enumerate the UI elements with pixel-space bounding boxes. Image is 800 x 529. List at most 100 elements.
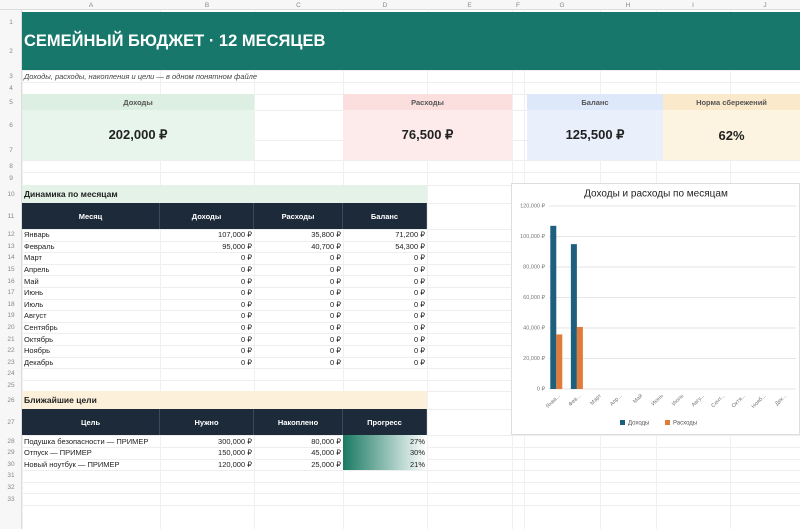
table-cell[interactable]: 300,000 ₽ (218, 436, 252, 446)
table-cell[interactable]: 0 ₽ (329, 357, 341, 367)
row-number[interactable]: 25 (7, 382, 15, 390)
table-cell[interactable]: 80,000 ₽ (311, 436, 341, 446)
table-cell[interactable]: 25,000 ₽ (311, 459, 341, 469)
row-number[interactable]: 14 (7, 254, 15, 262)
row-number[interactable]: 10 (7, 190, 15, 198)
table-cell[interactable]: 0 ₽ (240, 334, 252, 344)
table-cell[interactable]: 0 ₽ (240, 276, 252, 286)
row-number[interactable]: 23 (7, 358, 15, 366)
table-cell[interactable]: 0 ₽ (240, 265, 252, 275)
table-cell[interactable]: 0 ₽ (240, 323, 252, 333)
row-number[interactable]: 24 (7, 370, 15, 378)
table-cell[interactable]: 0 ₽ (413, 334, 425, 344)
row-number[interactable]: 5 (9, 98, 13, 106)
table-cell[interactable]: 0 ₽ (413, 311, 425, 321)
row-number[interactable]: 9 (9, 175, 13, 182)
table-cell[interactable]: 0 ₽ (240, 357, 252, 367)
row-number[interactable]: 13 (7, 242, 15, 250)
column-header[interactable]: H (625, 1, 631, 9)
table-cell[interactable]: 27% (343, 435, 427, 447)
column-header[interactable]: D (382, 1, 388, 9)
column-header[interactable]: A (88, 1, 94, 9)
row-number[interactable]: 2 (9, 47, 13, 55)
table-cell[interactable]: 0 ₽ (413, 253, 425, 263)
table-cell[interactable]: 0 ₽ (413, 346, 425, 356)
table-cell[interactable]: 0 ₽ (329, 288, 341, 298)
row-number[interactable]: 18 (7, 300, 15, 308)
row-number[interactable]: 20 (7, 324, 15, 332)
table-cell[interactable]: 71,200 ₽ (395, 230, 425, 240)
row-number[interactable]: 12 (7, 231, 15, 239)
table-cell[interactable]: 0 ₽ (240, 346, 252, 356)
table-cell[interactable]: Май (24, 276, 39, 286)
table-cell[interactable]: 0 ₽ (329, 299, 341, 309)
row-number[interactable]: 1 (9, 18, 13, 26)
row-number[interactable]: 21 (7, 335, 15, 343)
table-cell[interactable]: Июнь (24, 288, 44, 298)
table-cell[interactable]: 0 ₽ (240, 311, 252, 321)
row-number[interactable]: 30 (7, 460, 15, 468)
row-number[interactable]: 27 (7, 418, 15, 426)
row-number[interactable]: 19 (7, 312, 15, 320)
table-cell[interactable]: Ноябрь (24, 346, 51, 356)
row-number[interactable]: 3 (9, 72, 13, 80)
row-number[interactable]: 32 (7, 484, 15, 492)
table-cell[interactable]: Отпуск — ПРИМЕР (24, 448, 92, 458)
table-cell[interactable]: Сентябрь (24, 323, 58, 333)
table-cell[interactable]: 0 ₽ (329, 311, 341, 321)
table-cell[interactable]: 21% (343, 458, 427, 471)
row-number[interactable]: 33 (7, 495, 15, 503)
table-cell[interactable]: 0 ₽ (329, 334, 341, 344)
table-cell[interactable]: 45,000 ₽ (311, 448, 341, 458)
table-cell[interactable]: 120,000 ₽ (218, 459, 252, 469)
table-cell[interactable]: 0 ₽ (413, 265, 425, 275)
row-number[interactable]: 7 (9, 146, 13, 154)
table-cell[interactable]: 0 ₽ (329, 346, 341, 356)
column-header[interactable]: J (763, 1, 767, 9)
row-number[interactable]: 4 (9, 84, 13, 92)
table-cell[interactable]: Подушка безопасности — ПРИМЕР (24, 436, 149, 446)
table-cell[interactable]: 0 ₽ (329, 276, 341, 286)
row-number[interactable]: 17 (7, 289, 15, 297)
row-number[interactable]: 11 (7, 212, 15, 220)
column-header[interactable]: F (516, 1, 520, 9)
table-cell[interactable]: Февраль (24, 241, 55, 251)
column-header[interactable]: B (204, 1, 210, 9)
table-cell[interactable]: Апрель (24, 265, 50, 275)
row-number[interactable]: 22 (7, 347, 15, 355)
table-cell[interactable]: 95,000 ₽ (222, 241, 252, 251)
table-cell[interactable]: 0 ₽ (413, 323, 425, 333)
table-cell[interactable]: 0 ₽ (329, 265, 341, 275)
table-cell[interactable]: Декабрь (24, 357, 54, 367)
row-number[interactable]: 6 (9, 121, 13, 129)
table-cell[interactable]: 0 ₽ (240, 299, 252, 309)
table-cell[interactable]: 0 ₽ (240, 288, 252, 298)
table-cell[interactable]: 0 ₽ (413, 357, 425, 367)
table-cell[interactable]: 107,000 ₽ (218, 230, 252, 240)
table-cell[interactable]: Новый ноутбук — ПРИМЕР (24, 459, 120, 469)
table-cell[interactable]: Март (24, 253, 42, 263)
row-number[interactable]: 15 (7, 266, 15, 274)
table-cell[interactable]: 54,300 ₽ (395, 241, 425, 251)
column-header[interactable]: G (559, 1, 565, 9)
column-header[interactable]: E (467, 1, 472, 9)
table-cell[interactable]: 0 ₽ (413, 299, 425, 309)
table-cell[interactable]: 0 ₽ (413, 276, 425, 286)
table-cell[interactable]: 35,800 ₽ (311, 230, 341, 240)
column-header[interactable]: C (296, 1, 301, 9)
table-cell[interactable]: 0 ₽ (329, 253, 341, 263)
table-cell[interactable]: Октябрь (24, 334, 54, 344)
row-number[interactable]: 16 (7, 277, 15, 285)
row-number[interactable]: 8 (9, 162, 13, 170)
table-cell[interactable]: Июль (24, 299, 44, 309)
table-cell[interactable]: Август (24, 311, 47, 321)
table-cell[interactable]: 150,000 ₽ (218, 448, 252, 458)
table-cell[interactable]: 30% (343, 447, 427, 459)
table-cell[interactable]: 0 ₽ (413, 288, 425, 298)
row-number[interactable]: 26 (7, 396, 15, 404)
table-cell[interactable]: 0 ₽ (240, 253, 252, 263)
row-number[interactable]: 29 (7, 449, 15, 457)
row-number[interactable]: 28 (7, 437, 15, 445)
row-number[interactable]: 31 (7, 472, 15, 480)
table-cell[interactable]: Январь (24, 230, 50, 240)
